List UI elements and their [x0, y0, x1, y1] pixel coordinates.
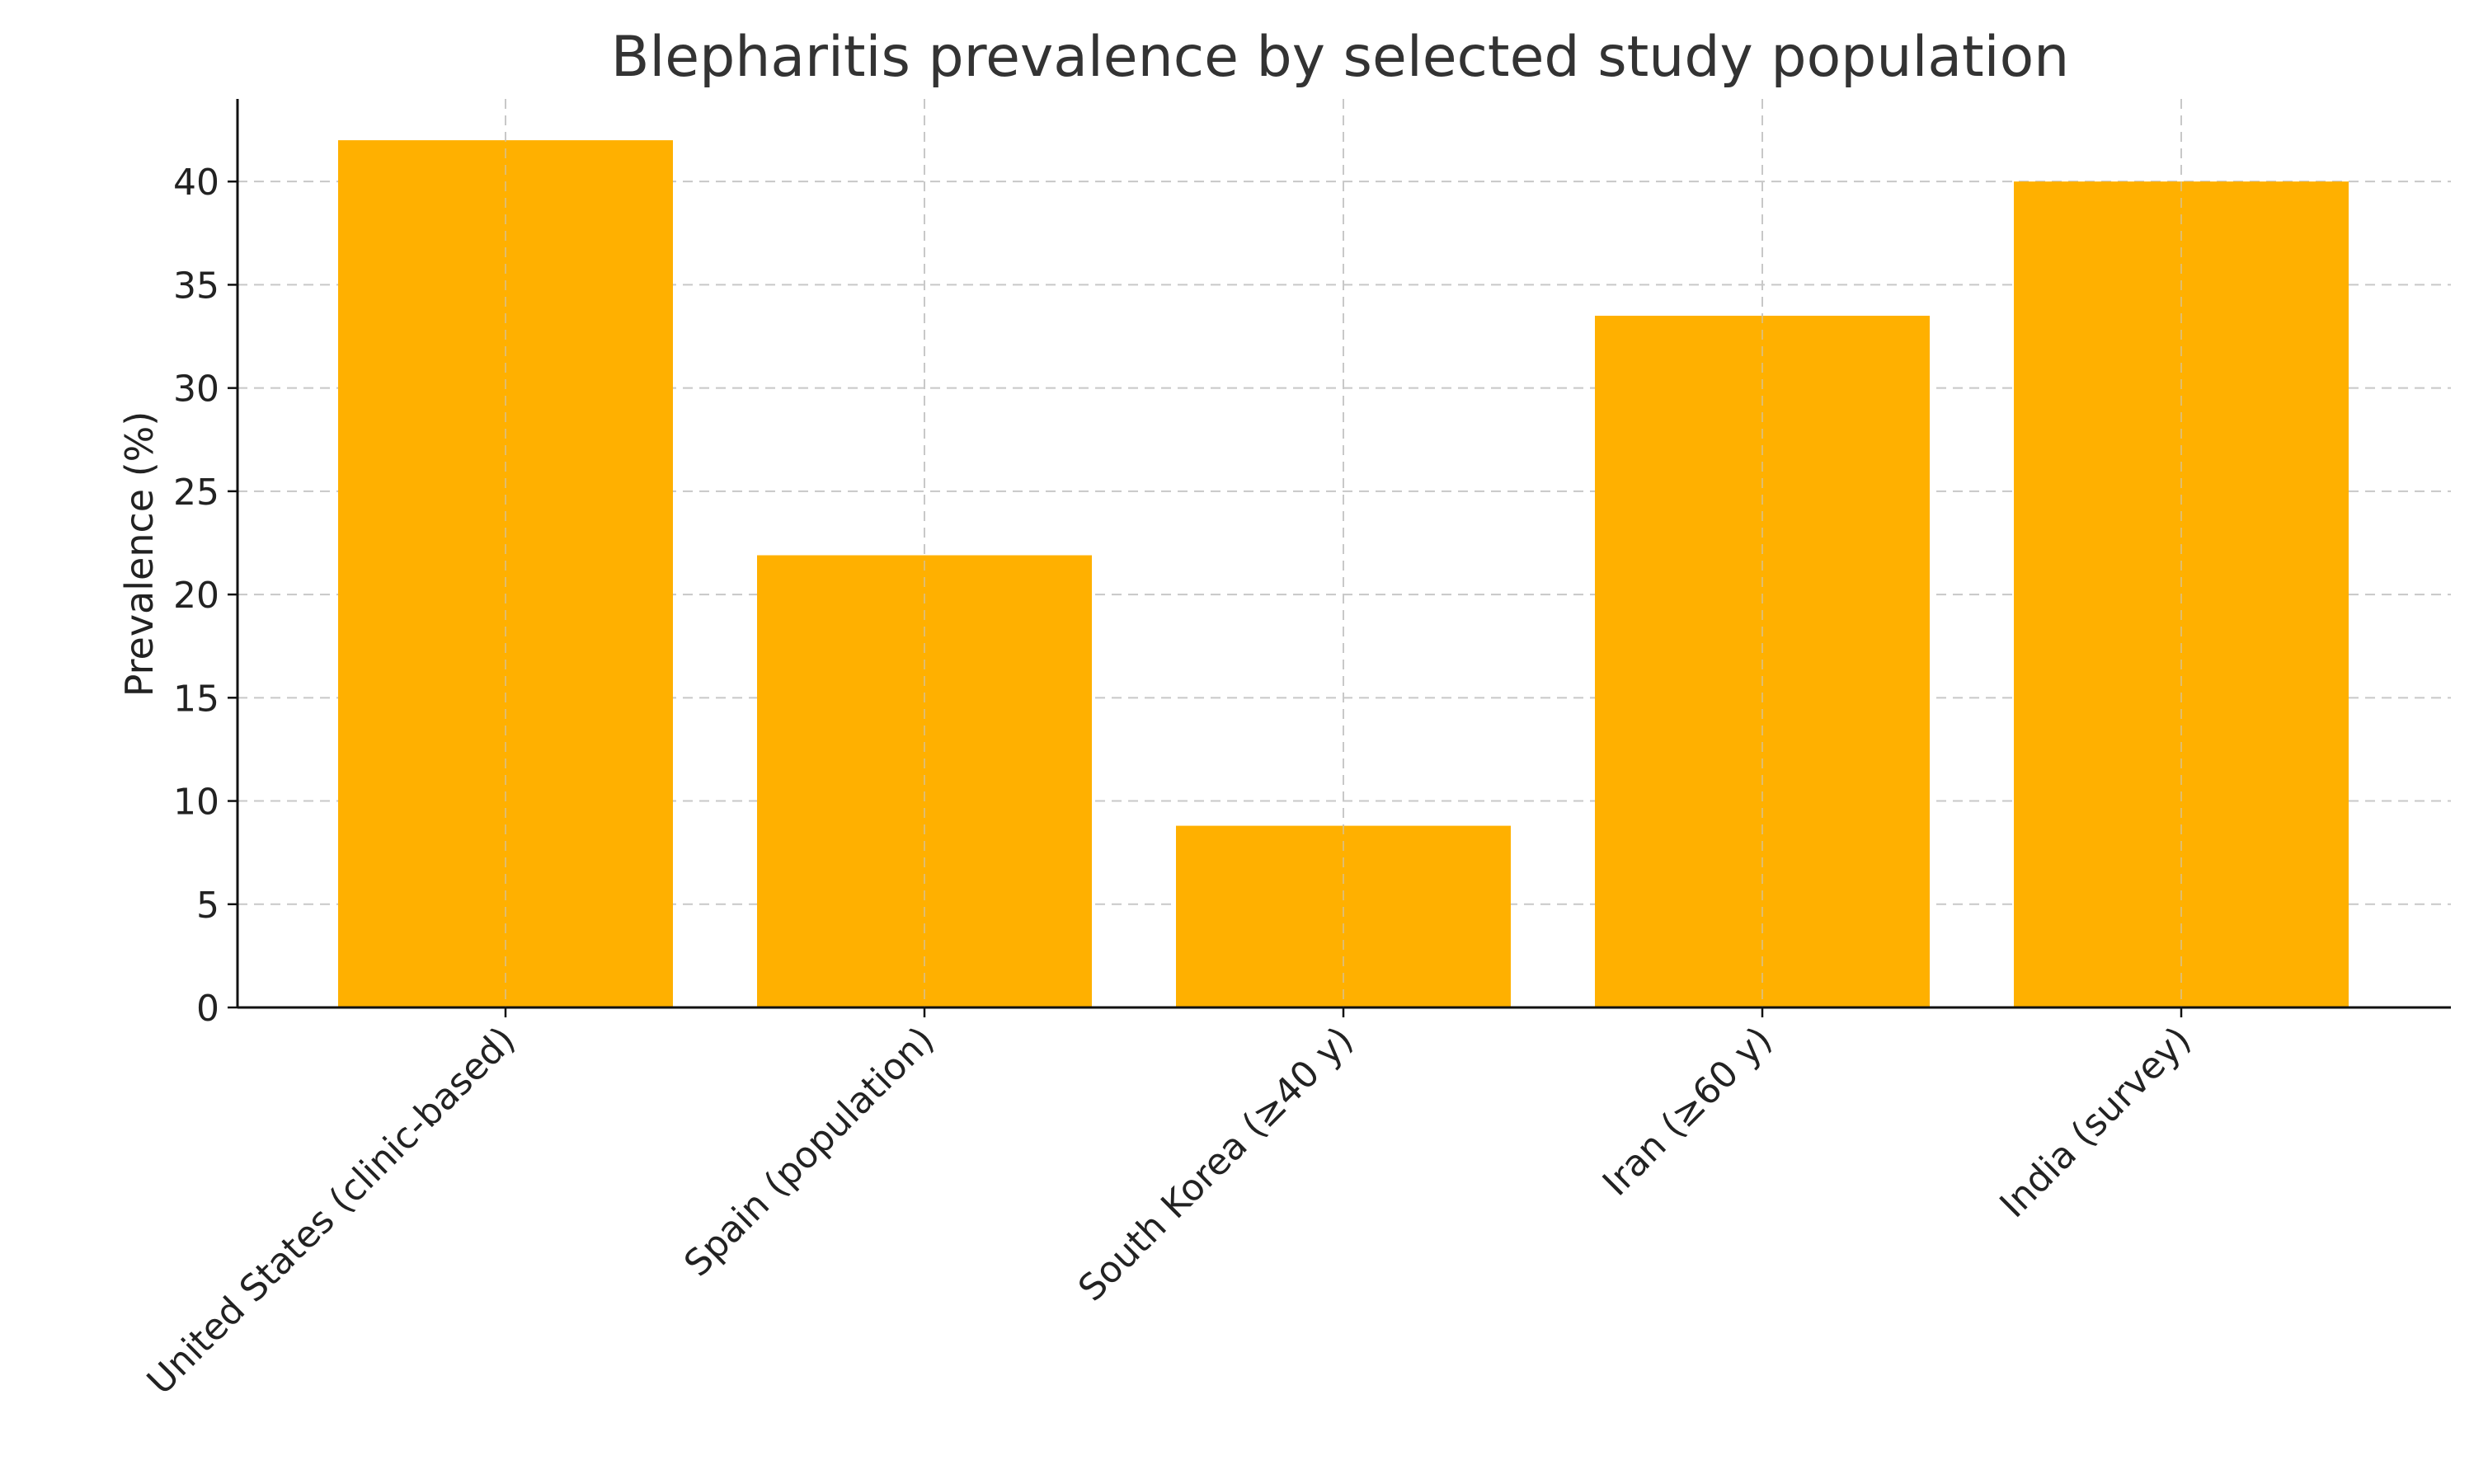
y-tick-label: 25	[173, 472, 219, 514]
y-tick-label: 20	[173, 575, 219, 617]
x-tick-label: India (survey)	[1992, 1019, 2199, 1226]
y-tick-label: 35	[173, 265, 219, 307]
y-tick-label: 5	[196, 885, 219, 927]
x-tick-label: Spain (population)	[676, 1019, 943, 1285]
y-tick-label: 10	[173, 782, 219, 824]
y-tick-label: 0	[196, 988, 219, 1030]
y-tick-label: 30	[173, 369, 219, 411]
x-tick-label: United States (clinic-based)	[139, 1019, 524, 1403]
axes	[228, 99, 2451, 1017]
y-axis-label: Prevalence (%)	[117, 411, 162, 697]
x-tick-label: Iran (≥60 y)	[1595, 1019, 1780, 1205]
x-tick-label: South Korea (≥40 y)	[1070, 1019, 1362, 1310]
y-tick-label: 40	[173, 162, 219, 204]
y-tick-label: 15	[173, 678, 219, 720]
chart-title: Blepharitis prevalence by selected study…	[611, 25, 2070, 90]
bars	[338, 99, 2349, 1007]
